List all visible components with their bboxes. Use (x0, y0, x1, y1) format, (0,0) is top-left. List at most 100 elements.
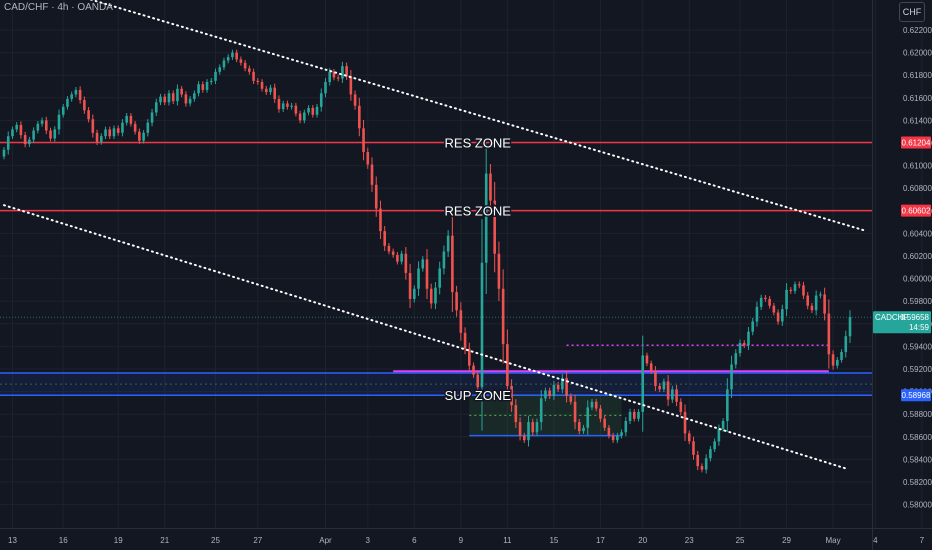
trendlines-layer (3, 0, 868, 470)
candle-body (599, 408, 602, 419)
candle-body (641, 355, 645, 412)
candle-body (243, 62, 247, 69)
candle-body (205, 81, 209, 90)
x-tick-label: 13 (8, 536, 17, 545)
candle-body (721, 420, 725, 429)
candle-body (408, 272, 412, 299)
candle-body (459, 310, 463, 333)
sup-zone-band-layer (0, 372, 872, 437)
candle-body (645, 355, 649, 364)
candle-body (336, 77, 340, 79)
candle-body (142, 132, 145, 141)
candle-body (594, 401, 598, 409)
candle-body (662, 381, 666, 390)
candle-body (286, 103, 289, 107)
candle-body (159, 96, 162, 103)
candle-body (742, 343, 746, 346)
candle-body (358, 105, 361, 129)
x-tick-label: 4 (873, 536, 878, 545)
candle-body (675, 389, 678, 402)
candle-body (214, 71, 217, 81)
candle-body (36, 123, 40, 131)
candles-layer (2, 49, 852, 474)
candle-body (654, 371, 657, 386)
candle-body (53, 129, 57, 139)
candle-body (831, 354, 835, 366)
candle-body (345, 66, 348, 77)
candle-body (819, 294, 822, 296)
candle-body (303, 112, 306, 121)
candle-body (87, 110, 90, 120)
candle-body (163, 96, 167, 103)
candle-body (696, 454, 700, 467)
candle-body (569, 396, 573, 402)
candle-body (138, 131, 141, 141)
candle-body (616, 435, 619, 441)
candle-body (823, 294, 826, 314)
candle-body (23, 135, 27, 145)
x-tick-label: 16 (59, 536, 68, 545)
y-tick-label: 0.58400 (903, 455, 932, 464)
candle-body (78, 89, 82, 101)
candle-body (99, 136, 103, 142)
candle-body (759, 297, 763, 307)
y-tick-label: 0.61000 (903, 162, 932, 171)
currency-button[interactable]: CHF (899, 2, 925, 22)
candle-body (180, 88, 183, 95)
candle-body (548, 390, 551, 397)
x-tick-label: 19 (114, 536, 123, 545)
candle-body (556, 384, 560, 390)
price-tag-bg (901, 204, 931, 217)
candle-body (307, 107, 310, 113)
zone-labels-layer: RES ZONE RES ZONE SUP ZONE (443, 134, 513, 405)
candle-body (480, 262, 484, 388)
zone-label: SUP ZONE (445, 388, 512, 403)
candle-body (751, 321, 755, 332)
candle-body (726, 389, 729, 421)
candle-body (45, 120, 48, 131)
candle-body (472, 365, 475, 375)
candle-body (679, 401, 683, 412)
candle-body (413, 288, 416, 299)
candle-body (586, 407, 590, 428)
candle-body (417, 268, 420, 289)
trendline-upper (88, 0, 868, 233)
candle-body (222, 60, 226, 68)
symbol-title[interactable]: CAD/CHF · 4h · OANDA (4, 2, 113, 13)
candle-body (404, 253, 408, 273)
candle-body (231, 52, 234, 58)
zone-label: RES ZONE (445, 204, 512, 219)
zone-label: RES ZONE (445, 136, 512, 151)
candle-body (226, 57, 230, 61)
candle-body (802, 285, 805, 296)
candle-body (501, 288, 505, 345)
current-price-tag (873, 311, 931, 334)
candle-body (789, 289, 793, 292)
candle-body (730, 364, 733, 390)
candle-body (539, 398, 543, 423)
candle-body (535, 422, 539, 433)
candle-body (514, 405, 518, 423)
candle-body (611, 435, 615, 441)
candle-body (692, 441, 695, 455)
x-tick-label: Apr (319, 536, 332, 545)
x-tick-label: 23 (685, 536, 694, 545)
candle-body (294, 105, 298, 114)
candle-body (434, 287, 437, 304)
candle-body (607, 427, 611, 436)
candle-body (193, 93, 196, 99)
candle-body (793, 284, 797, 292)
candle-body (235, 52, 238, 60)
candle-body (353, 94, 357, 106)
y-tick-label: 0.60400 (903, 229, 932, 238)
candle-body (582, 427, 585, 432)
candle-body (704, 458, 708, 470)
candle-body (40, 120, 44, 124)
candle-body (658, 385, 661, 390)
candle-body (717, 428, 721, 442)
candle-body (552, 384, 556, 397)
candle-body (522, 435, 526, 441)
candle-body (709, 449, 712, 459)
candle-body (248, 68, 251, 72)
